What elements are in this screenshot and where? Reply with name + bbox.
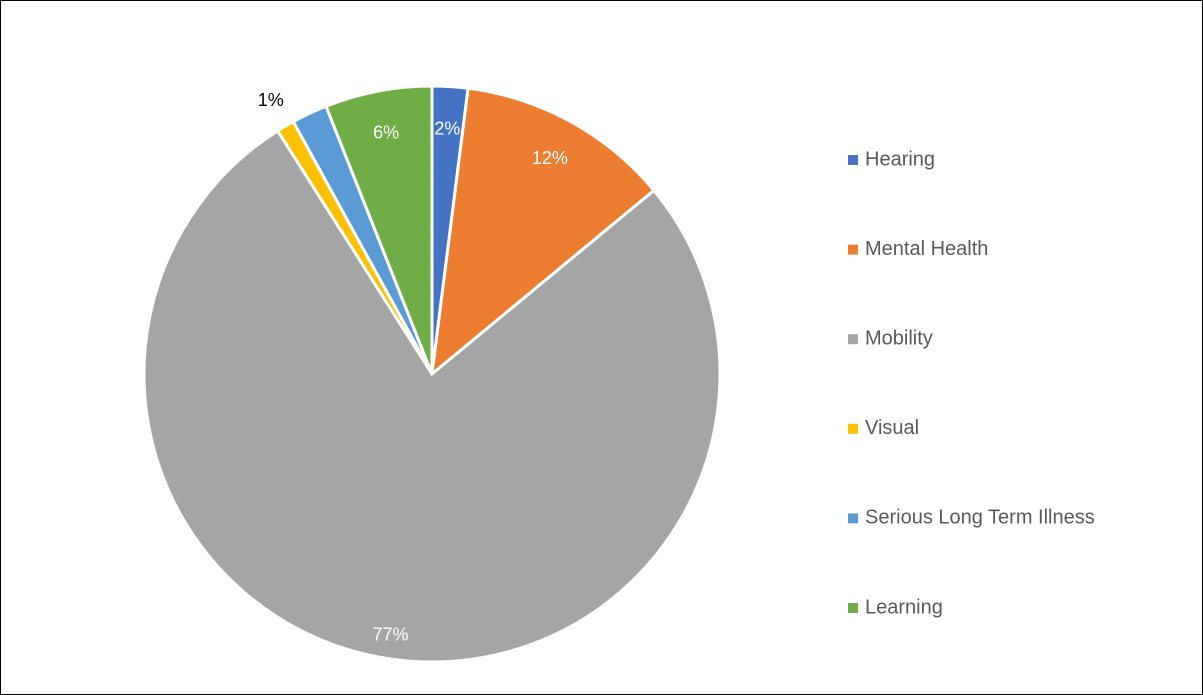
- data-label: 77%: [373, 624, 409, 644]
- legend-label: Serious Long Term Illness: [865, 507, 1095, 529]
- data-label: 1%: [258, 90, 284, 110]
- pie-slice: [142, 128, 722, 664]
- legend-swatch: [848, 334, 858, 345]
- pie-slice: [430, 86, 657, 378]
- pie-slice: [324, 84, 434, 375]
- legend-swatch: [848, 155, 858, 165]
- data-label: 2%: [434, 118, 460, 138]
- legend-label: Visual: [865, 417, 919, 439]
- data-label: 6%: [373, 122, 399, 142]
- legend-swatch: [848, 513, 858, 524]
- legend-swatch: [848, 423, 858, 434]
- legend-label: Learning: [865, 596, 943, 618]
- legend-label: Mental Health: [865, 238, 988, 260]
- legend-label: Hearing: [865, 148, 935, 170]
- legend-swatch: [848, 603, 858, 613]
- legend-label: Mobility: [865, 327, 933, 349]
- data-label: 12%: [532, 148, 568, 168]
- legend-swatch: [848, 244, 858, 255]
